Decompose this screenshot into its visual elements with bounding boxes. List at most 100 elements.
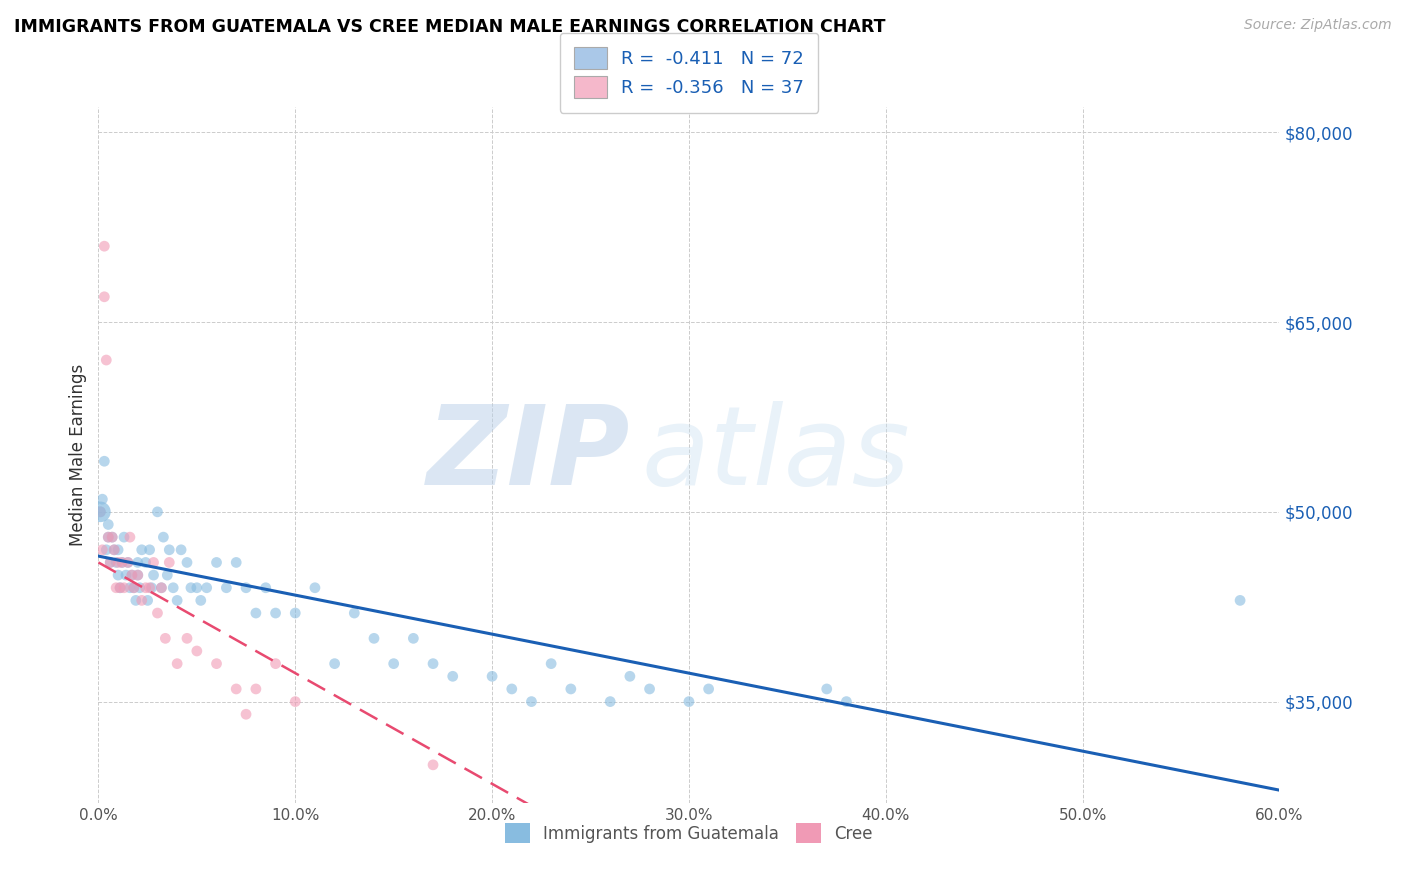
Point xyxy=(186,581,208,595)
Point xyxy=(697,681,720,696)
Point xyxy=(101,530,124,544)
Point xyxy=(155,632,177,646)
Point xyxy=(135,581,157,595)
Point xyxy=(111,556,134,570)
Text: Source: ZipAtlas.com: Source: ZipAtlas.com xyxy=(1244,18,1392,32)
Point xyxy=(138,542,160,557)
Point xyxy=(122,581,145,595)
Point xyxy=(127,556,149,570)
Point xyxy=(264,606,287,620)
Point xyxy=(560,681,582,696)
Point xyxy=(97,530,120,544)
Point xyxy=(176,632,198,646)
Point xyxy=(235,707,257,722)
Point xyxy=(1229,593,1251,607)
Point xyxy=(599,695,621,709)
Point xyxy=(141,581,163,595)
Point xyxy=(166,593,188,607)
Point xyxy=(115,568,138,582)
Point xyxy=(122,581,145,595)
Point xyxy=(127,568,149,582)
Point xyxy=(815,681,838,696)
Point xyxy=(108,581,131,595)
Point xyxy=(540,657,562,671)
Point xyxy=(135,556,157,570)
Point xyxy=(254,581,277,595)
Point xyxy=(156,568,179,582)
Point xyxy=(91,492,114,507)
Point xyxy=(107,542,129,557)
Point xyxy=(117,556,139,570)
Point xyxy=(195,581,218,595)
Legend: Immigrants from Guatemala, Cree: Immigrants from Guatemala, Cree xyxy=(498,816,880,850)
Point xyxy=(118,530,141,544)
Point xyxy=(105,556,128,570)
Point xyxy=(107,556,129,570)
Point xyxy=(152,530,174,544)
Point xyxy=(101,530,124,544)
Point xyxy=(520,695,543,709)
Point xyxy=(304,581,326,595)
Point xyxy=(441,669,464,683)
Point xyxy=(215,581,238,595)
Point xyxy=(97,517,120,532)
Point xyxy=(205,657,228,671)
Point xyxy=(245,681,267,696)
Point xyxy=(93,290,115,304)
Point xyxy=(107,568,129,582)
Point xyxy=(225,681,247,696)
Point xyxy=(105,581,128,595)
Point xyxy=(190,593,212,607)
Point xyxy=(111,556,134,570)
Point xyxy=(142,556,165,570)
Point xyxy=(638,681,661,696)
Point xyxy=(264,657,287,671)
Point xyxy=(150,581,173,595)
Point xyxy=(89,505,111,519)
Point xyxy=(363,632,385,646)
Point xyxy=(678,695,700,709)
Y-axis label: Median Male Earnings: Median Male Earnings xyxy=(69,364,87,546)
Point xyxy=(180,581,202,595)
Point xyxy=(89,505,111,519)
Point xyxy=(481,669,503,683)
Point xyxy=(284,606,307,620)
Point xyxy=(121,568,143,582)
Point xyxy=(93,239,115,253)
Point xyxy=(402,632,425,646)
Point xyxy=(121,568,143,582)
Point xyxy=(103,542,125,557)
Point xyxy=(150,581,173,595)
Point xyxy=(98,556,121,570)
Point xyxy=(835,695,858,709)
Point xyxy=(112,530,135,544)
Point xyxy=(225,556,247,570)
Point xyxy=(98,556,121,570)
Point xyxy=(162,581,184,595)
Point xyxy=(422,657,444,671)
Point xyxy=(323,657,346,671)
Point xyxy=(96,542,118,557)
Point xyxy=(131,593,153,607)
Point xyxy=(136,593,159,607)
Point xyxy=(186,644,208,658)
Point xyxy=(343,606,366,620)
Point xyxy=(170,542,193,557)
Point xyxy=(166,657,188,671)
Point xyxy=(89,505,111,519)
Point xyxy=(138,581,160,595)
Point xyxy=(146,606,169,620)
Point xyxy=(382,657,405,671)
Point xyxy=(157,556,180,570)
Point xyxy=(142,568,165,582)
Point xyxy=(97,530,120,544)
Text: atlas: atlas xyxy=(641,401,910,508)
Point xyxy=(91,542,114,557)
Point xyxy=(117,556,139,570)
Point xyxy=(157,542,180,557)
Point xyxy=(501,681,523,696)
Text: ZIP: ZIP xyxy=(426,401,630,508)
Point xyxy=(96,353,118,368)
Point xyxy=(108,581,131,595)
Point xyxy=(422,757,444,772)
